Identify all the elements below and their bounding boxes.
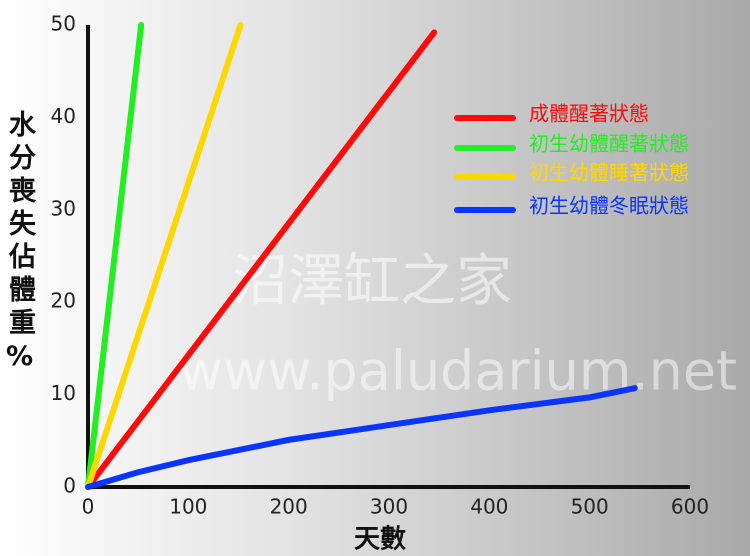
series-line xyxy=(85,385,638,490)
x-tick-label: 100 xyxy=(169,495,207,519)
x-axis-label: 天數 xyxy=(354,525,406,555)
x-tick-label: 600 xyxy=(671,495,709,519)
x-tick-label: 400 xyxy=(470,495,508,519)
series-line xyxy=(85,22,244,490)
legend-label: 初生幼體醒著狀態 xyxy=(529,132,689,156)
watermark: www.paludarium.net xyxy=(179,340,737,403)
legend-label: 初生幼體冬眠狀態 xyxy=(529,194,689,218)
y-tick-label: 50 xyxy=(51,12,76,36)
y-tick-label: 30 xyxy=(51,196,76,220)
x-tick-label: 200 xyxy=(270,495,308,519)
y-tick-label: 20 xyxy=(51,289,76,313)
watermark: 沼澤缸之家 xyxy=(232,249,512,314)
x-tick-label: 300 xyxy=(370,495,408,519)
y-tick-label: 40 xyxy=(51,104,76,128)
series-line xyxy=(85,22,145,490)
x-tick-label: 500 xyxy=(571,495,609,519)
x-tick-label: 0 xyxy=(82,495,95,519)
y-axis-label: 水分喪失佔體重% xyxy=(4,110,35,378)
y-tick-label: 10 xyxy=(51,381,76,405)
y-tick-label: 0 xyxy=(63,474,76,498)
series-line xyxy=(85,29,438,490)
legend-label: 成體醒著狀態 xyxy=(529,102,649,126)
legend-label: 初生幼體睡著狀態 xyxy=(529,161,689,185)
